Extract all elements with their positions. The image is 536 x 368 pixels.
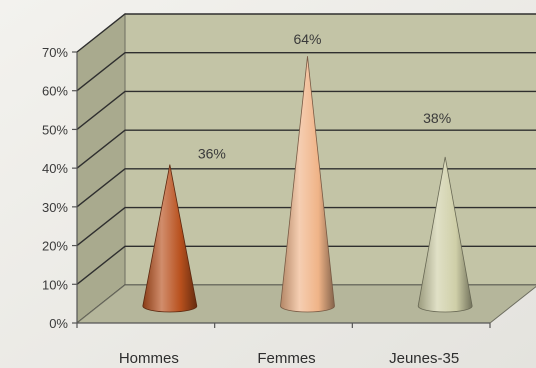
cones: 36% 64% 38% bbox=[142, 31, 473, 313]
y-tick-label: 40% bbox=[42, 161, 68, 176]
cone-mark bbox=[280, 56, 335, 313]
gridline bbox=[76, 52, 536, 92]
x-tick-label: Jeunes-35 bbox=[389, 350, 459, 367]
data-label: 36% bbox=[198, 146, 226, 162]
y-tick-label: 50% bbox=[42, 122, 68, 137]
gridline bbox=[76, 90, 536, 130]
y-tick-label: 60% bbox=[42, 84, 68, 99]
side-wall bbox=[76, 12, 126, 325]
cone-femmes: 64% bbox=[280, 31, 335, 313]
cone-jeunes-35: 38% bbox=[417, 110, 473, 313]
gridline bbox=[76, 206, 536, 247]
cone-hommes: 36% bbox=[142, 146, 226, 313]
gridline bbox=[76, 245, 536, 285]
x-tick-label: Hommes bbox=[119, 350, 179, 367]
back-wall bbox=[124, 13, 536, 286]
y-tick-label: 0% bbox=[49, 316, 68, 331]
data-label: 64% bbox=[293, 31, 321, 47]
gridline bbox=[76, 13, 536, 53]
cone-mark bbox=[142, 164, 198, 313]
cone-mark bbox=[417, 156, 473, 313]
x-tick-label: Femmes bbox=[257, 350, 315, 367]
y-tick-label: 70% bbox=[42, 45, 68, 60]
gridline bbox=[76, 129, 536, 169]
y-tick-label: 20% bbox=[42, 239, 68, 254]
y-tick-label: 30% bbox=[42, 200, 68, 215]
gridline bbox=[76, 168, 536, 208]
x-axis: Hommes Femmes Jeunes-35 bbox=[76, 322, 491, 367]
y-axis: 0% 10% 20% 30% 40% 50% 60% 70% bbox=[42, 45, 78, 331]
y-tick-label: 10% bbox=[42, 277, 68, 292]
data-label: 38% bbox=[423, 110, 451, 126]
